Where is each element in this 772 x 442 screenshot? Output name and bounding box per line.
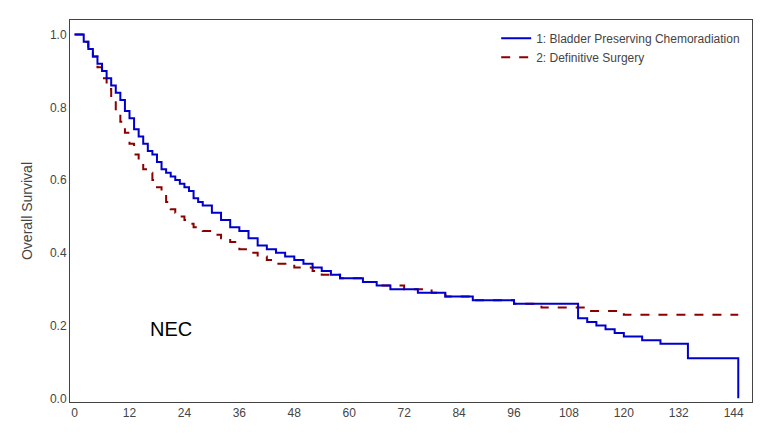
svg-text:144: 144	[724, 406, 744, 420]
svg-text:0.2: 0.2	[50, 319, 67, 333]
svg-text:24: 24	[178, 406, 192, 420]
svg-text:0: 0	[71, 406, 78, 420]
svg-text:1.0: 1.0	[50, 28, 67, 42]
svg-text:2: Definitive Surgery: 2: Definitive Surgery	[536, 51, 644, 65]
svg-text:0.0: 0.0	[50, 392, 67, 406]
svg-text:36: 36	[233, 406, 247, 420]
svg-text:NEC: NEC	[150, 318, 192, 340]
svg-text:108: 108	[559, 406, 579, 420]
svg-text:132: 132	[669, 406, 689, 420]
svg-text:72: 72	[397, 406, 411, 420]
svg-text:0.6: 0.6	[50, 173, 67, 187]
svg-text:96: 96	[507, 406, 521, 420]
svg-text:0.4: 0.4	[50, 246, 67, 260]
svg-text:0.8: 0.8	[50, 101, 67, 115]
svg-text:120: 120	[614, 406, 634, 420]
svg-text:60: 60	[343, 406, 357, 420]
svg-text:1: Bladder Preserving Chemorad: 1: Bladder Preserving Chemoradiation	[536, 32, 739, 46]
svg-text:48: 48	[288, 406, 302, 420]
svg-text:Overall Survival: Overall Survival	[19, 162, 35, 260]
svg-text:12: 12	[123, 406, 137, 420]
svg-text:84: 84	[452, 406, 466, 420]
